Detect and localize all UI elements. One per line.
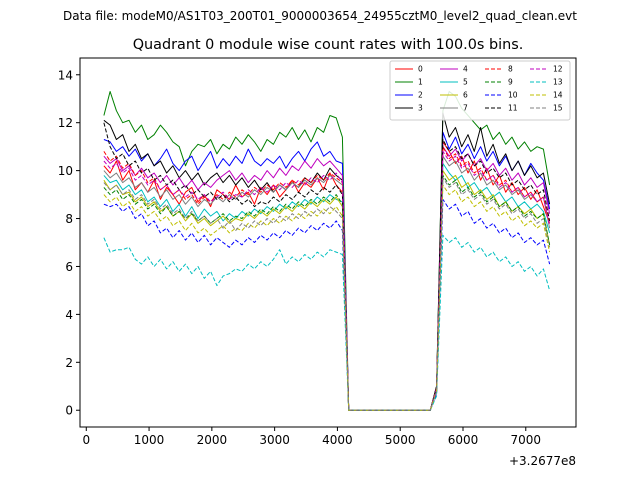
plot-area bbox=[79, 57, 577, 428]
series-line-13 bbox=[103, 234, 551, 411]
series-line-4 bbox=[103, 146, 551, 411]
x-tick-label: 4000 bbox=[322, 433, 353, 447]
y-tick-label: 0 bbox=[65, 404, 73, 418]
x-tick-label: 3000 bbox=[259, 433, 290, 447]
legend-label-14: 14 bbox=[553, 91, 563, 100]
series-line-15 bbox=[103, 177, 551, 411]
series-line-2 bbox=[103, 131, 551, 411]
y-tick-label: 8 bbox=[65, 212, 73, 226]
y-tick-label: 2 bbox=[65, 356, 73, 370]
legend-label-9: 9 bbox=[508, 78, 513, 87]
x-axis: 0 1000 2000 3000 4000 5000 6000 7000 bbox=[82, 427, 541, 447]
series-line-9 bbox=[103, 174, 551, 411]
chart-suptitle: Data file: modeM0/AS1T03_200T01_90000036… bbox=[63, 9, 577, 23]
legend-label-15: 15 bbox=[553, 104, 563, 113]
legend-label-5: 5 bbox=[463, 78, 468, 87]
series-line-11 bbox=[103, 122, 551, 411]
legend-label-3: 3 bbox=[418, 104, 423, 113]
series-line-7 bbox=[103, 155, 551, 411]
x-tick-label: 5000 bbox=[385, 433, 416, 447]
series-line-10 bbox=[103, 198, 551, 411]
legend-label-6: 6 bbox=[463, 91, 468, 100]
series-line-3 bbox=[103, 112, 551, 411]
axes-frame bbox=[79, 57, 577, 428]
x-tick-label: 7000 bbox=[510, 433, 541, 447]
series-line-1 bbox=[103, 91, 551, 411]
chart-title: Quadrant 0 module wise count rates with … bbox=[133, 37, 524, 53]
legend-label-0: 0 bbox=[418, 65, 423, 74]
series-line-8 bbox=[103, 146, 551, 411]
y-tick-label: 10 bbox=[58, 164, 73, 178]
legend-label-7: 7 bbox=[463, 104, 468, 113]
series-line-14 bbox=[103, 184, 551, 411]
series-line-12 bbox=[103, 150, 551, 411]
x-tick-label: 0 bbox=[82, 433, 90, 447]
y-tick-label: 12 bbox=[58, 116, 73, 130]
x-tick-label: 2000 bbox=[197, 433, 228, 447]
legend-label-12: 12 bbox=[553, 65, 563, 74]
y-tick-label: 14 bbox=[58, 68, 73, 82]
legend-box bbox=[389, 60, 571, 121]
legend-label-1: 1 bbox=[418, 78, 423, 87]
x-tick-label: 6000 bbox=[448, 433, 479, 447]
x-tick-label: 1000 bbox=[134, 433, 165, 447]
y-axis: 0 2 4 6 8 10 12 14 bbox=[58, 68, 80, 418]
y-tick-label: 4 bbox=[65, 308, 73, 322]
y-tick-label: 6 bbox=[65, 260, 73, 274]
legend-label-2: 2 bbox=[418, 91, 423, 100]
legend-label-4: 4 bbox=[463, 65, 468, 74]
legend-label-8: 8 bbox=[508, 65, 513, 74]
legend-label-13: 13 bbox=[553, 78, 563, 87]
legend-label-11: 11 bbox=[508, 104, 518, 113]
legend-label-10: 10 bbox=[508, 91, 518, 100]
x-offset-label: +3.2677e8 bbox=[509, 454, 576, 468]
series-line-5 bbox=[103, 162, 551, 411]
